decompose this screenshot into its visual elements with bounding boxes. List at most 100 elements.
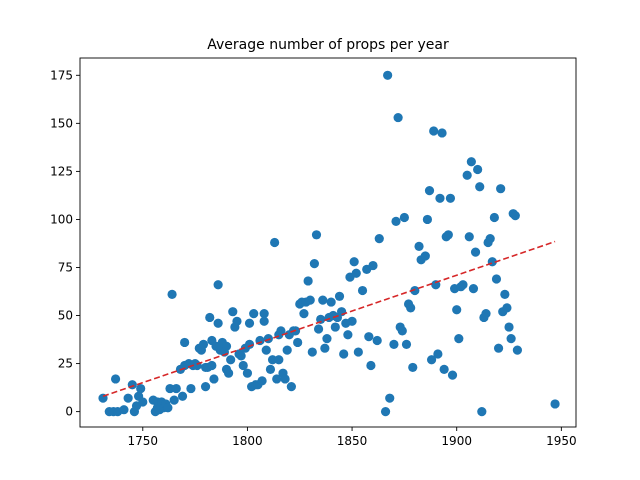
data-point	[249, 309, 259, 319]
data-point	[305, 295, 315, 305]
data-point	[226, 355, 236, 365]
data-point	[489, 212, 499, 223]
data-point	[163, 403, 173, 413]
data-point	[380, 407, 391, 417]
data-point	[138, 397, 148, 407]
data-point	[512, 345, 523, 355]
data-point	[424, 186, 435, 196]
data-point	[223, 368, 234, 378]
data-point	[454, 333, 464, 344]
data-point	[330, 322, 340, 332]
data-point	[351, 268, 361, 278]
data-point	[213, 280, 223, 290]
data-point	[286, 382, 296, 392]
data-point	[372, 335, 382, 346]
data-point	[316, 314, 326, 324]
data-point	[276, 326, 286, 336]
data-point	[307, 347, 317, 357]
data-point	[236, 351, 246, 361]
data-point	[447, 370, 458, 380]
data-point	[309, 259, 319, 269]
data-point	[334, 291, 345, 301]
data-point	[209, 374, 219, 384]
y-tick-label: 150	[50, 116, 73, 130]
axes-layer: 1750 1800 1850 1900 1950 0 25 50 75 100 125 150 175	[50, 57, 577, 448]
data-point	[410, 285, 420, 296]
data-point	[347, 316, 357, 326]
data-point	[468, 284, 479, 294]
data-point	[322, 333, 332, 344]
data-point	[198, 339, 209, 349]
data-point	[259, 309, 269, 319]
data-point	[274, 355, 284, 365]
data-point	[408, 362, 418, 373]
data-point	[282, 345, 292, 355]
data-point	[506, 333, 516, 344]
data-point	[502, 303, 512, 313]
y-tick-label: 100	[50, 212, 73, 226]
data-point	[270, 237, 280, 248]
data-point	[339, 349, 349, 359]
data-point	[366, 360, 376, 371]
data-point	[426, 355, 437, 365]
data-point	[477, 407, 487, 417]
data-point	[119, 405, 129, 415]
data-point	[326, 297, 336, 307]
data-point	[221, 341, 232, 351]
data-point	[391, 216, 401, 226]
data-point	[475, 182, 485, 192]
data-point	[261, 345, 271, 355]
data-point	[177, 391, 188, 401]
data-point	[110, 374, 121, 384]
data-point	[299, 309, 309, 319]
data-point	[311, 230, 322, 240]
data-point	[550, 399, 560, 409]
data-point	[186, 383, 196, 394]
data-point	[393, 112, 403, 123]
y-tick-label: 0	[65, 405, 73, 419]
data-point	[263, 333, 273, 344]
data-point	[445, 193, 456, 203]
data-point	[399, 212, 409, 223]
data-point	[473, 164, 483, 175]
data-point	[443, 230, 453, 240]
data-point	[349, 257, 359, 267]
data-point	[435, 193, 445, 203]
x-tick-label: 1950	[546, 434, 577, 448]
data-point	[242, 368, 253, 378]
data-point	[401, 339, 412, 349]
data-point	[437, 128, 447, 138]
data-point	[293, 337, 303, 348]
y-tick-label: 75	[58, 260, 73, 274]
data-point	[213, 318, 223, 328]
x-tick-label: 1900	[441, 434, 472, 448]
data-point	[280, 374, 290, 384]
data-point	[414, 241, 424, 251]
chart-title: Average number of props per year	[207, 37, 449, 53]
trendline-layer	[102, 240, 556, 398]
data-point	[207, 360, 217, 371]
data-point	[238, 360, 248, 371]
data-point	[167, 289, 177, 299]
data-point	[244, 318, 255, 328]
data-point	[504, 322, 514, 332]
x-tick-label: 1850	[337, 434, 368, 448]
data-point	[493, 343, 504, 353]
data-point	[429, 126, 439, 136]
y-tick-label: 50	[58, 309, 73, 323]
x-tick-label: 1750	[128, 434, 159, 448]
data-point	[464, 232, 474, 242]
data-point	[303, 276, 313, 286]
data-point	[458, 280, 468, 290]
y-tick-label: 175	[50, 68, 73, 82]
data-point	[406, 303, 416, 313]
data-point	[257, 376, 267, 386]
data-point	[485, 234, 495, 244]
data-point	[452, 305, 462, 315]
data-point	[259, 316, 269, 326]
x-tick-label: 1800	[232, 434, 263, 448]
data-point	[422, 214, 433, 225]
data-point	[431, 280, 441, 290]
data-point	[397, 326, 407, 336]
